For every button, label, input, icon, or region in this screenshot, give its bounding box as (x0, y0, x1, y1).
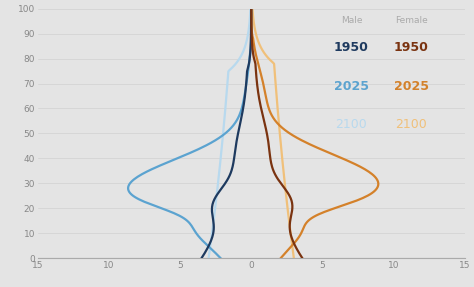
Text: 2100: 2100 (336, 119, 367, 131)
Text: 2100: 2100 (395, 119, 427, 131)
Text: 1950: 1950 (334, 41, 369, 54)
Text: 1950: 1950 (394, 41, 428, 54)
Text: 2025: 2025 (394, 80, 428, 93)
Text: 2025: 2025 (334, 80, 369, 93)
Text: Male: Male (341, 16, 362, 25)
Text: Female: Female (395, 16, 428, 25)
